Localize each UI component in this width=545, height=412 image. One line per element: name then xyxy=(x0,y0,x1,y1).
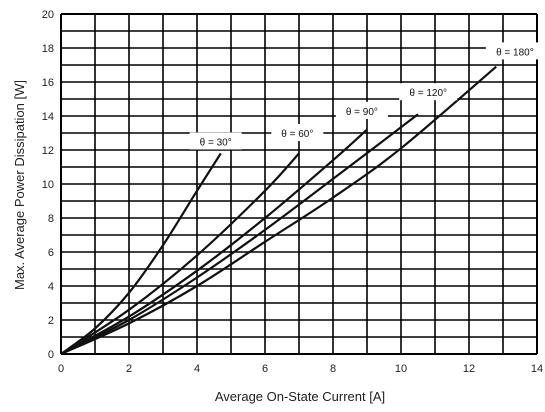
y-tick-label: 6 xyxy=(48,247,54,259)
x-tick-label: 4 xyxy=(194,363,200,375)
curve-label-text: θ = 30° xyxy=(200,138,232,149)
y-tick-label: 18 xyxy=(42,43,54,55)
x-tick-label: 2 xyxy=(126,363,132,375)
x-axis-title: Average On-State Current [A] xyxy=(215,389,385,404)
curve-label-box xyxy=(189,132,242,150)
curve-label-text: θ = 180° xyxy=(496,47,534,58)
y-tick-label: 14 xyxy=(42,111,54,123)
curve-label-box xyxy=(271,124,324,141)
x-tick-label: 12 xyxy=(463,363,475,375)
curve-label-1: θ = 30° xyxy=(189,132,242,150)
series-line-2 xyxy=(60,152,300,355)
y-tick-label: 20 xyxy=(42,9,54,21)
curve-labels: θ = 30° θ = 60° θ = 90° θ = 120° θ = 180° xyxy=(189,42,544,150)
curve-label-box xyxy=(335,101,388,119)
series-line-3 xyxy=(60,128,368,355)
x-tick-label: 8 xyxy=(330,363,336,375)
curves xyxy=(60,65,497,356)
x-tick-label: 10 xyxy=(395,363,407,375)
curve-label-box xyxy=(399,83,458,101)
y-tick-label: 0 xyxy=(48,349,54,361)
y-tick-label: 10 xyxy=(42,179,54,191)
curve-label-4: θ = 120° xyxy=(399,83,458,101)
x-tick-label: 14 xyxy=(531,363,543,375)
series-line-4 xyxy=(60,113,419,355)
y-tick-label: 16 xyxy=(42,77,54,89)
curve-label-5: θ = 180° xyxy=(485,42,544,60)
curve-label-text: θ = 90° xyxy=(346,107,378,118)
curve-label-3: θ = 90° xyxy=(335,101,388,119)
x-tick-labels: 0 2 4 6 8 10 12 14 xyxy=(58,363,543,375)
y-axis-title: Max. Average Power Dissipation [W] xyxy=(12,80,27,290)
y-tick-label: 4 xyxy=(48,281,54,293)
x-tick-label: 0 xyxy=(58,363,64,375)
y-tick-labels: 0 2 4 6 8 10 12 14 16 18 20 xyxy=(42,9,54,361)
curve-label-text: θ = 120° xyxy=(409,88,447,99)
curve-label-box xyxy=(485,42,544,60)
y-tick-label: 12 xyxy=(42,145,54,157)
grid xyxy=(60,13,538,355)
curve-label-text: θ = 60° xyxy=(281,129,313,140)
curve-label-2: θ = 60° xyxy=(271,124,324,141)
series-line-1 xyxy=(60,152,222,355)
y-tick-label: 8 xyxy=(48,213,54,225)
x-tick-label: 6 xyxy=(262,363,268,375)
series-line-5 xyxy=(60,65,497,356)
y-tick-label: 2 xyxy=(48,315,54,327)
